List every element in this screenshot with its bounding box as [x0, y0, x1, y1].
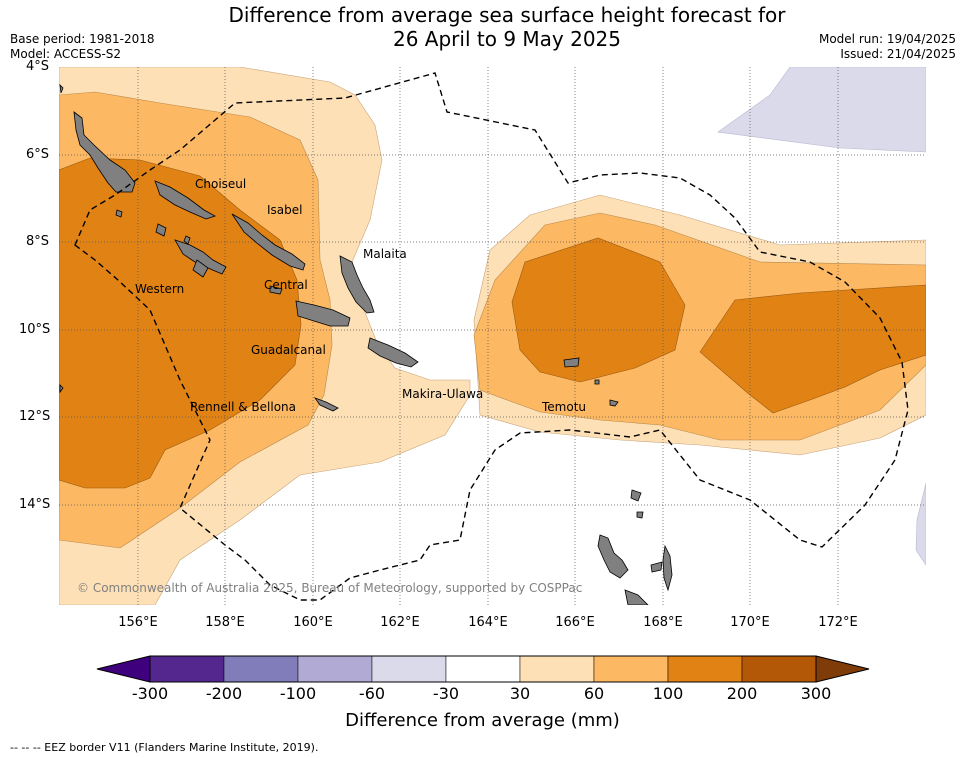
issued-date: Issued: 21/04/2025 [840, 47, 956, 61]
lat-label-6s: 6°S [26, 147, 50, 162]
title-line-1: Difference from average sea surface heig… [228, 3, 786, 27]
small-islet-7 [59, 83, 64, 94]
small-islet-1 [594, 379, 600, 385]
map-area: Choiseul Isabel Malaita Western Central … [59, 67, 926, 605]
place-label-rennell-bellona: Rennell & Bellona [190, 400, 296, 414]
landmasses [59, 83, 673, 605]
colorbar-outline-left [96, 655, 151, 683]
place-label-isabel: Isabel [267, 203, 302, 217]
contour-100-200-east [699, 284, 926, 414]
colorbar-tick-neg100: -100 [279, 684, 317, 703]
place-label-guadalcanal: Guadalcanal [251, 343, 326, 357]
guadalcanal-island [295, 300, 351, 327]
colorbar-extend-high [816, 656, 869, 682]
lon-label-164e: 164°E [468, 615, 508, 630]
colorbar-bin-2 [223, 655, 299, 683]
colorbar-bin-1 [149, 655, 225, 683]
colorbar-tick-neg300: -300 [131, 684, 169, 703]
place-label-malaita: Malaita [363, 247, 407, 261]
map-title: Difference from average sea surface heig… [0, 3, 965, 51]
colorbar-bin-9 [741, 655, 817, 683]
colorbar-title: Difference from average (mm) [345, 710, 620, 731]
colorbar-tick-300: 300 [800, 684, 832, 703]
ambae-island [650, 561, 663, 573]
small-islet-3 [636, 511, 644, 519]
lat-label-14s: 14°S [19, 497, 51, 512]
run-info: Model run: 19/04/2025 Issued: 21/04/2025 [819, 32, 956, 62]
lat-label-12s: 12°S [19, 409, 51, 424]
colorbar-outline-right [815, 655, 870, 683]
rennell-island [313, 397, 339, 412]
colorbar-bin-8 [667, 655, 743, 683]
malaita-island [339, 255, 375, 314]
contour-neg-30-60-south [915, 482, 926, 566]
colorbar-bin-4 [371, 655, 447, 683]
colorbar-tick-100: 100 [652, 684, 684, 703]
lon-label-168e: 168°E [643, 615, 683, 630]
pentecost-island [662, 544, 673, 592]
eez-footnote: -- -- -- EEZ border V11 (Flanders Marine… [10, 741, 319, 754]
lon-label-156e: 156°E [118, 615, 158, 630]
model-info: Base period: 1981-2018 Model: ACCESS-S2 [10, 32, 155, 62]
lon-label-158e: 158°E [205, 615, 245, 630]
colorbar-outline [149, 655, 817, 683]
colorbar-bin-6 [519, 655, 595, 683]
place-label-temotu: Temotu [541, 400, 586, 414]
lat-label-8s: 8°S [26, 234, 50, 249]
title-line-2: 26 April to 9 May 2025 [393, 27, 621, 51]
base-period: Base period: 1981-2018 [10, 32, 155, 46]
santa-cruz-island [563, 357, 580, 368]
province-labels: Choiseul Isabel Malaita Western Central … [135, 177, 586, 414]
model-name: Model: ACCESS-S2 [10, 47, 122, 61]
contour-100-200-west [59, 157, 302, 489]
lon-label-160e: 160°E [293, 615, 333, 630]
place-label-makira-ulawa: Makira-Ulawa [402, 387, 483, 401]
choiseul-island [154, 180, 216, 220]
contour-neg-30-60-north [717, 67, 926, 153]
place-label-central: Central [264, 278, 308, 292]
colorbar-tick-200: 200 [726, 684, 758, 703]
lon-label-170e: 170°E [730, 615, 770, 630]
lon-label-162e: 162°E [380, 615, 420, 630]
small-islet-6 [59, 384, 64, 394]
bougainville-island [73, 111, 136, 193]
contour-100-200-central [511, 237, 686, 383]
vanua-lava-island [630, 489, 642, 502]
colorbar-bin-5 [445, 655, 521, 683]
colorbar-tick-60: 60 [583, 684, 605, 703]
colorbar-tick-neg30: -30 [432, 684, 460, 703]
colorbar-bin-7 [593, 655, 669, 683]
lat-label-4s: 4°S [26, 59, 50, 74]
colorbar-bin-3 [297, 655, 373, 683]
eez-border [74, 72, 909, 601]
colorbar-tick-30: 30 [509, 684, 531, 703]
model-run: Model run: 19/04/2025 [818, 32, 956, 46]
lon-label-172e: 172°E [818, 615, 858, 630]
copyright-notice: © Commonwealth of Australia 2025, Bureau… [77, 581, 582, 595]
makira-island [367, 337, 419, 368]
graticule [59, 67, 926, 605]
lat-label-10s: 10°S [19, 322, 51, 337]
florida-islands [269, 285, 283, 295]
rendova-island [192, 259, 209, 278]
colorbar-tick-neg60: -60 [358, 684, 386, 703]
small-islet-2 [609, 399, 619, 407]
place-label-choiseul: Choiseul [195, 177, 246, 191]
colorbar-extend-low [97, 656, 150, 682]
lon-label-166e: 166°E [555, 615, 595, 630]
colorbar [96, 655, 870, 683]
small-islet-5 [115, 209, 123, 218]
small-islet-4 [183, 235, 191, 245]
malekula-island [624, 589, 649, 605]
colorbar-tick-neg200: -200 [205, 684, 243, 703]
isabel-island [231, 213, 306, 271]
espiritu-santo-island [597, 534, 629, 579]
vella-lavella-island [155, 223, 167, 237]
place-label-western: Western [135, 282, 184, 296]
new-georgia-island [174, 239, 227, 275]
